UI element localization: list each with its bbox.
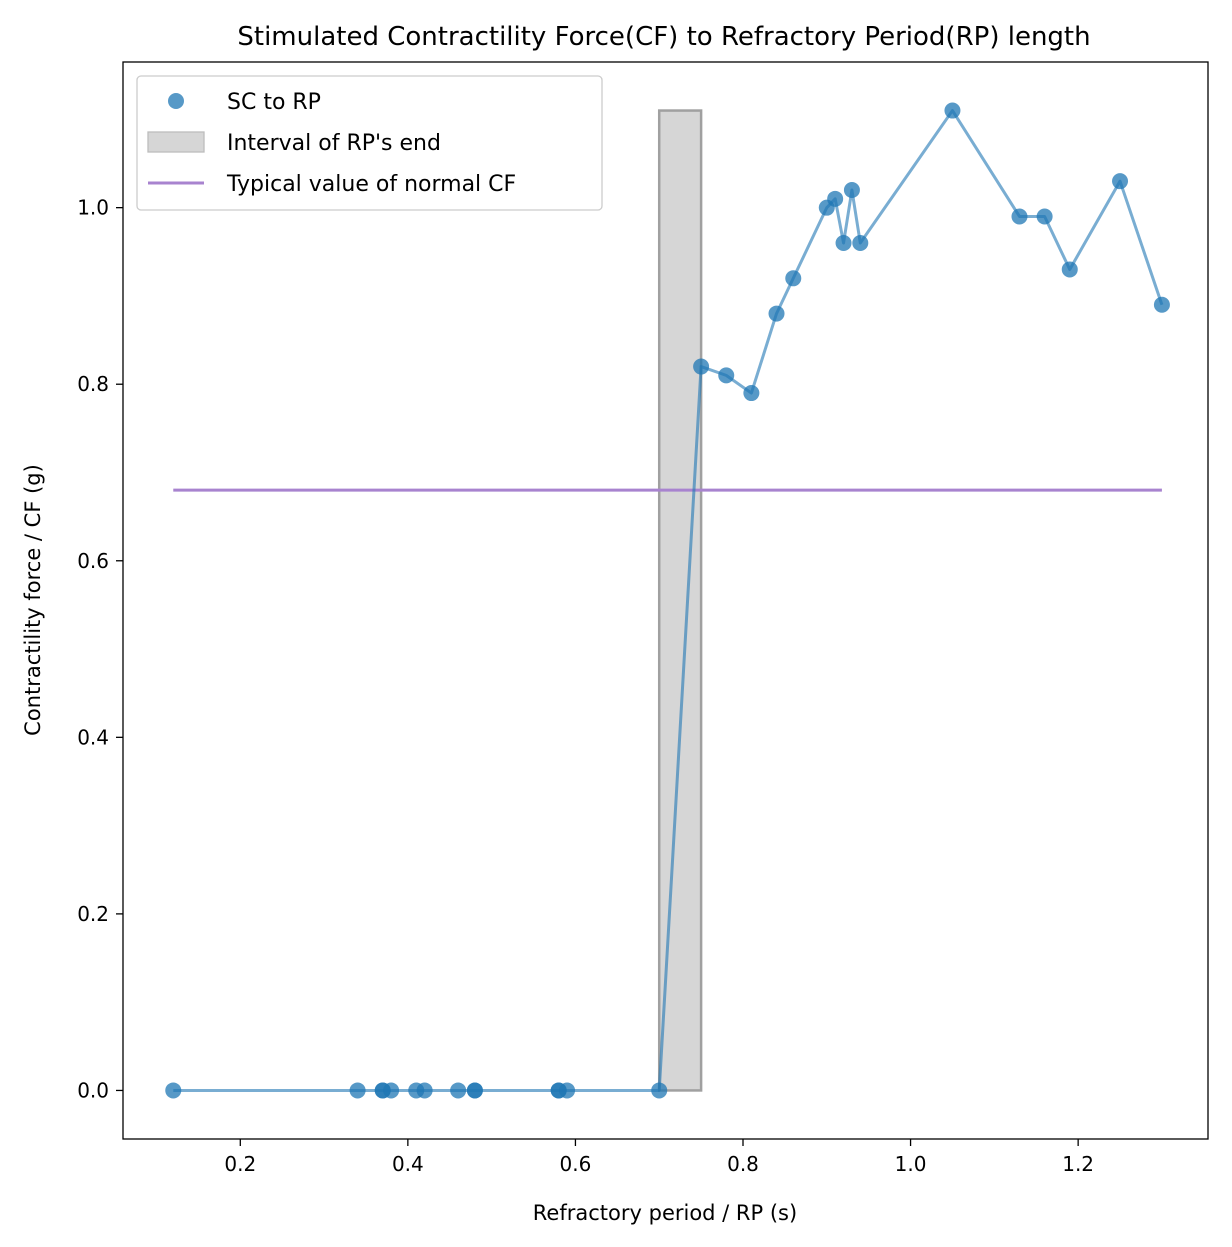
data-point [768, 305, 785, 322]
data-point [416, 1082, 433, 1099]
chart-title: Stimulated Contractility Force(CF) to Re… [237, 22, 1090, 52]
y-tick-label: 0.0 [77, 1078, 109, 1102]
data-point [1036, 208, 1053, 225]
legend-marker-sc-to-rp [168, 93, 184, 109]
data-point [1061, 261, 1078, 278]
legend-marker-interval [147, 131, 205, 153]
data-point [827, 190, 844, 207]
data-point [559, 1082, 576, 1099]
y-axis-label: Contractility force / CF (g) [21, 464, 45, 736]
legend-label-interval: Interval of RP's end [227, 131, 441, 156]
data-point [835, 234, 852, 251]
legend-box [136, 75, 603, 211]
data-point [1153, 296, 1170, 313]
x-axis-label: Refractory period / RP (s) [533, 1201, 797, 1225]
data-point [466, 1082, 483, 1099]
data-point [651, 1082, 668, 1099]
data-point [450, 1082, 467, 1099]
data-point [743, 385, 760, 402]
legend-label-sc-to-rp: SC to RP [227, 90, 321, 115]
y-tick-label: 0.2 [77, 902, 109, 926]
data-point [349, 1082, 366, 1099]
plot-area [165, 102, 1170, 1099]
x-tick-label: 0.2 [224, 1152, 256, 1176]
x-tick-label: 0.8 [727, 1152, 759, 1176]
data-point [852, 234, 869, 251]
legend-label-typical-cf: Typical value of normal CF [226, 172, 516, 197]
y-tick-label: 1.0 [77, 196, 109, 220]
data-point [383, 1082, 400, 1099]
x-tick-label: 0.6 [560, 1152, 592, 1176]
data-point [785, 270, 802, 287]
x-tick-label: 1.2 [1062, 1152, 1094, 1176]
data-point [1011, 208, 1028, 225]
legend: SC to RP Interval of RP's end Typical va… [136, 75, 603, 211]
data-point [718, 367, 735, 384]
data-point [165, 1082, 182, 1099]
data-point [693, 358, 710, 375]
x-tick-label: 0.4 [392, 1152, 424, 1176]
y-tick-label: 0.8 [77, 372, 109, 396]
plot-frame [122, 61, 1209, 1140]
data-point [843, 182, 860, 199]
data-point [1112, 173, 1129, 190]
y-tick-label: 0.4 [77, 725, 109, 749]
data-point [944, 102, 961, 119]
interval-span [657, 109, 703, 1092]
y-tick-label: 0.6 [77, 549, 109, 573]
x-tick-label: 1.0 [895, 1152, 927, 1176]
axis-ticks: 0.2 0.4 0.6 0.8 1.0 1.2 0.0 0.2 0.4 0.6 0.8 1.0 [77, 196, 1094, 1176]
